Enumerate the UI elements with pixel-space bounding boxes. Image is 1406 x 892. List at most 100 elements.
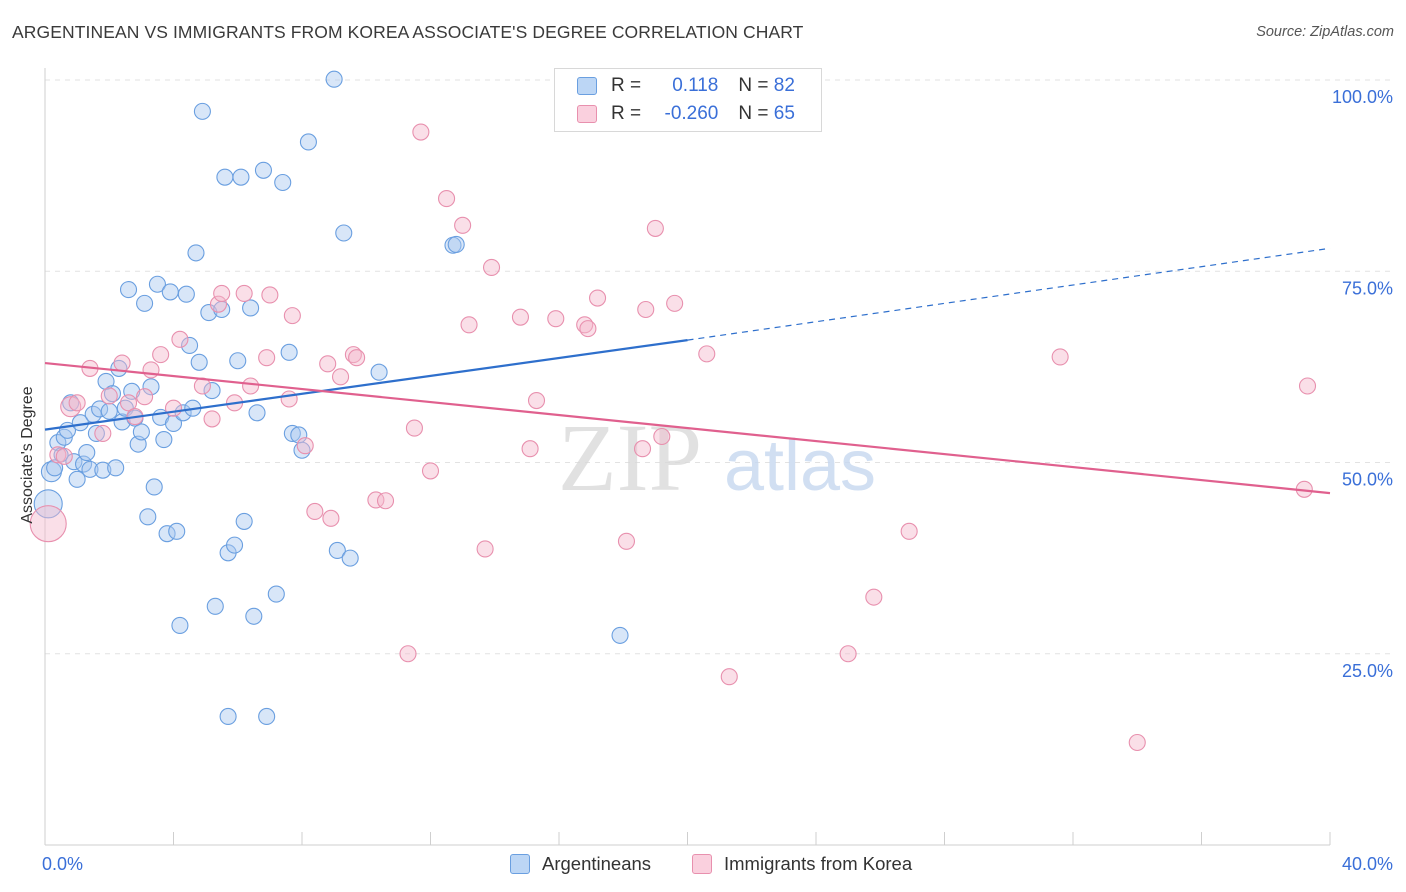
korea-point — [68, 394, 86, 412]
korea-point — [306, 502, 324, 521]
korea-point — [633, 440, 652, 458]
korea-point — [113, 354, 131, 372]
legend-n-label: N = — [738, 75, 774, 96]
argentineans-point — [33, 489, 63, 519]
korea-point — [203, 410, 221, 428]
grid-lines — [45, 79, 1395, 655]
argentineans-point — [254, 161, 273, 179]
korea-point — [1051, 348, 1069, 366]
argentineans-point — [94, 461, 112, 479]
argentineans-point — [164, 414, 183, 433]
korea-point — [119, 394, 138, 412]
argentineans-point — [267, 585, 285, 603]
korea-point — [136, 388, 154, 406]
korea-point — [376, 492, 395, 510]
korea-point — [412, 123, 430, 141]
argentineans-point — [245, 607, 263, 625]
argentineans-point — [148, 275, 166, 293]
legend-n-value: 65 — [773, 103, 795, 124]
korea-point — [235, 284, 253, 302]
argentineans-point — [203, 382, 221, 400]
argentineans-point — [87, 424, 105, 442]
legend-n-label: N = — [738, 103, 774, 124]
argentineans-point — [219, 707, 237, 726]
watermark-zip: ZIP — [558, 404, 702, 511]
series-label-argentineans: Argentineans — [542, 853, 652, 874]
argentineans-point — [136, 294, 154, 312]
korea-point — [637, 300, 655, 319]
argentineans-point — [68, 470, 86, 488]
korea-point — [348, 349, 366, 367]
argentineans-point — [447, 235, 465, 254]
korea-point — [653, 427, 671, 446]
korea-point — [588, 289, 607, 307]
y-tick-label: 100.0% — [1332, 87, 1393, 107]
argentineans-point — [299, 133, 317, 151]
legend-row-argentineans: R = 0.118 N = 82 — [577, 73, 795, 99]
korea-point — [900, 522, 918, 540]
korea-point — [242, 377, 260, 395]
argentineans-point — [78, 444, 96, 462]
korea-point — [865, 588, 883, 606]
argentineans-point — [328, 541, 346, 560]
korea-point — [29, 505, 67, 543]
argentineans-point — [232, 168, 250, 186]
series-swatch-argentineans — [510, 854, 530, 874]
argentineans-point — [177, 285, 195, 303]
korea-point — [405, 419, 423, 437]
axes — [44, 68, 1331, 846]
argentineans-point — [161, 283, 179, 301]
argentineans-point — [206, 597, 224, 615]
legend-swatch-korea — [577, 105, 597, 123]
argentineans-point — [181, 336, 199, 355]
y-tick-labels: 25.0% 50.0% 75.0% 100.0% — [1332, 87, 1393, 681]
argentineans-point — [155, 430, 173, 449]
y-tick-label: 75.0% — [1342, 278, 1393, 298]
series-legend-argentineans: Argentineans — [510, 852, 651, 876]
argentineans-trend-extension — [687, 247, 1331, 341]
argentineans-point — [274, 173, 292, 192]
watermark-atlas: atlas — [724, 426, 876, 506]
argentineans-point — [335, 224, 353, 242]
korea-point — [511, 308, 530, 326]
argentineans-point — [280, 343, 298, 361]
argentineans-point — [132, 423, 150, 441]
korea-point — [454, 216, 472, 234]
korea-point — [209, 295, 228, 313]
series-label-korea: Immigrants from Korea — [724, 853, 913, 874]
y-axis-label: Associate's Degree — [19, 386, 36, 524]
korea-point — [1298, 377, 1317, 395]
argentineans-point — [46, 459, 64, 477]
x-tick-label: 40.0% — [1342, 854, 1393, 874]
argentineans-point — [200, 304, 218, 322]
korea-point — [331, 368, 350, 386]
korea-point — [322, 509, 340, 527]
korea-point — [547, 310, 565, 328]
korea-point — [698, 345, 716, 363]
argentineans-point — [168, 522, 186, 540]
korea-point — [213, 284, 231, 302]
series-swatch-korea — [692, 854, 712, 874]
y-tick-label: 25.0% — [1342, 661, 1393, 681]
argentineans-point — [81, 460, 99, 478]
legend-row-korea: R = -0.260 N = 65 — [577, 101, 795, 127]
legend-r-value: -0.260 — [664, 103, 719, 124]
korea-point — [258, 349, 276, 367]
argentineans-point — [370, 363, 388, 381]
korea-point — [579, 320, 597, 338]
argentineans-point — [325, 70, 343, 88]
korea-point — [142, 361, 160, 379]
korea-point — [482, 258, 501, 276]
korea-point — [100, 387, 118, 405]
argentineans-point — [248, 404, 266, 422]
korea-point — [460, 316, 478, 334]
x-tick-label: 0.0% — [42, 854, 83, 874]
trend-lines — [44, 247, 1331, 495]
argentineans-point — [171, 616, 189, 634]
argentineans-point — [611, 626, 629, 644]
korea-point — [261, 286, 279, 304]
korea-point — [283, 307, 301, 325]
argentineans-point — [119, 281, 138, 299]
korea-trend-line — [44, 361, 1331, 495]
